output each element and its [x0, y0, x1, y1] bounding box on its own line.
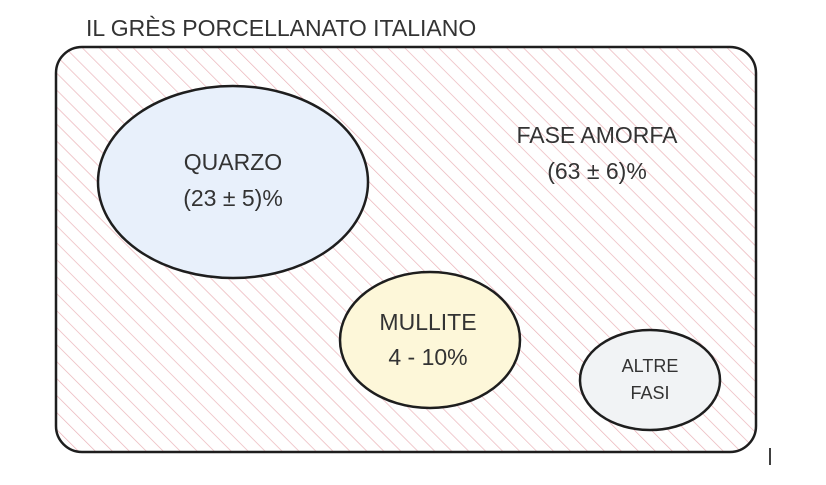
node-label: QUARZO [184, 149, 282, 175]
node-label: MULLITE [379, 309, 476, 335]
quarzo-ellipse [96, 84, 370, 280]
altre-ellipse [578, 328, 722, 432]
title: IL GRÈS PORCELLANATO ITALIANO [86, 15, 476, 41]
node-label: ALTRE [622, 356, 679, 376]
node-label: (23 ± 5)% [183, 185, 283, 211]
mullite-ellipse [338, 270, 522, 410]
node-label: (63 ± 6)% [547, 158, 647, 184]
node-label: FASE AMORFA [516, 122, 678, 148]
node-label: FASI [630, 383, 669, 403]
node-label: 4 - 10% [388, 344, 467, 370]
